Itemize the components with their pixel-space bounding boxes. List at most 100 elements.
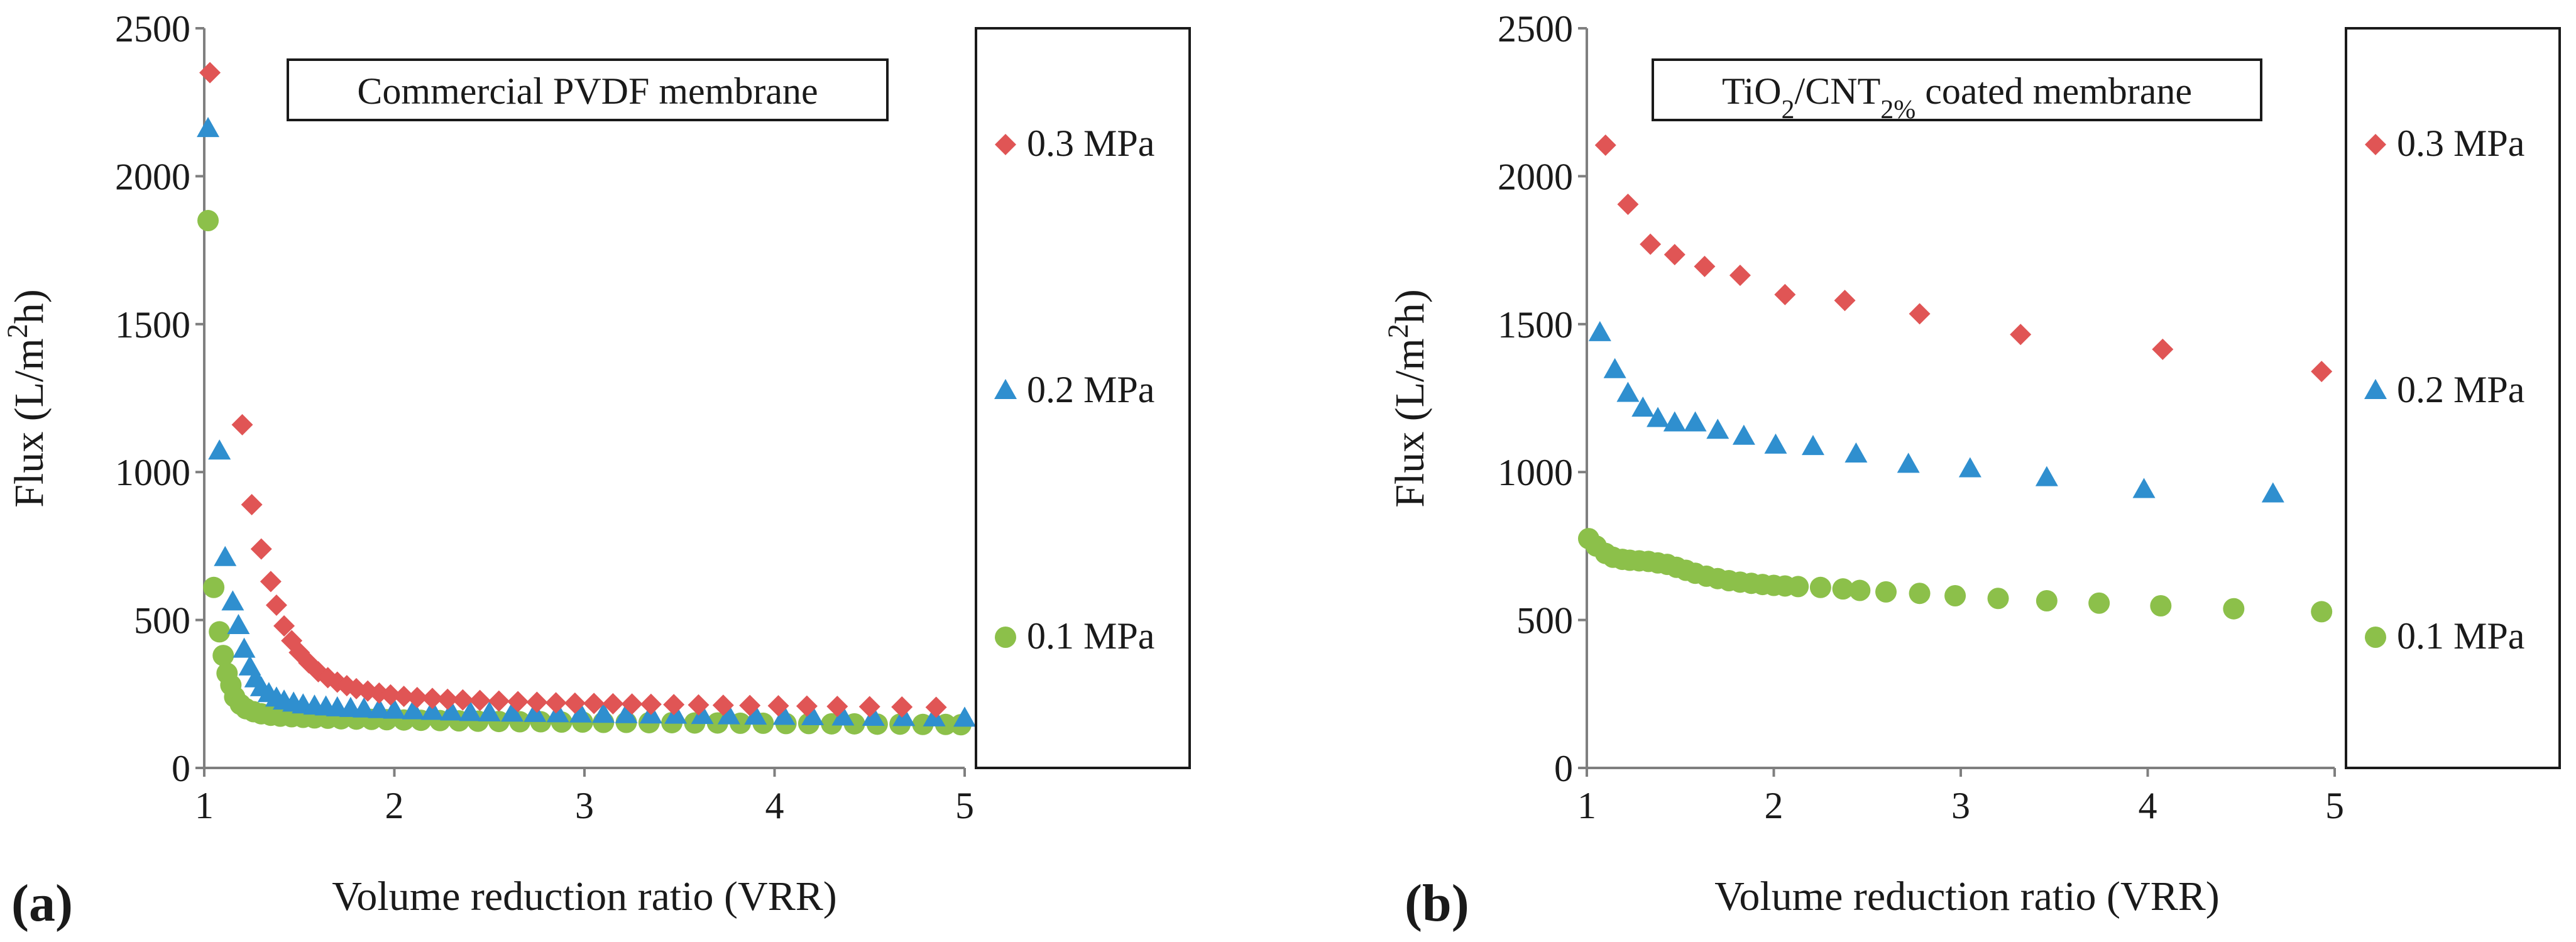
data-point <box>1897 452 1920 473</box>
data-point <box>507 691 529 713</box>
plot-area-a: 0 500 1000 1500 2000 2500 1 2 3 4 5 <box>115 8 976 826</box>
data-point <box>197 210 219 232</box>
data-point <box>402 699 425 720</box>
data-point <box>526 691 548 713</box>
x-tick-label: 2 <box>1765 785 1784 826</box>
legend-entries-a: 0.3 MPa 0.2 MPa 0.1 MPa <box>994 123 1154 657</box>
marks-a <box>197 62 976 736</box>
data-point <box>221 590 244 611</box>
data-point <box>1684 411 1707 432</box>
x-tick-label: 3 <box>575 785 594 826</box>
panel-label-b: (b) <box>1405 874 1469 933</box>
data-point <box>1764 433 1787 454</box>
panel-b: (b) 0 500 1000 1500 2000 2500 1 2 3 4 5 Flux (L/m… <box>1382 8 2561 933</box>
data-point <box>739 694 761 716</box>
legend-label: 0.3 MPa <box>2397 123 2524 164</box>
data-point <box>1617 194 1639 216</box>
data-point <box>664 703 688 724</box>
y-tick-label: 2500 <box>1498 8 1573 50</box>
data-point <box>1944 584 1966 606</box>
data-point <box>1631 396 1655 417</box>
data-point <box>469 689 491 711</box>
data-point <box>546 702 569 723</box>
data-point <box>2132 478 2156 498</box>
data-point <box>925 696 947 718</box>
data-point <box>663 694 685 716</box>
data-point <box>1640 233 1662 255</box>
inset-title-frame-a <box>287 58 889 121</box>
data-point <box>1909 303 1931 325</box>
plot-area-b: 0 500 1000 1500 2000 2500 1 2 3 4 5 <box>1498 8 2344 826</box>
data-point <box>1909 583 1931 605</box>
y-axis-title-a: Flux (L/m2h) <box>1 289 53 508</box>
data-point <box>2261 482 2284 503</box>
y-tick-label: 2500 <box>115 8 190 50</box>
data-point <box>1875 581 1897 603</box>
data-point <box>569 702 592 723</box>
data-point <box>406 686 428 708</box>
inset-title-box-b: TiO2/CNT2% coated membrane <box>1652 58 2262 124</box>
y-tick-label: 0 <box>172 748 190 789</box>
data-point <box>1694 255 1716 277</box>
data-point <box>1958 457 1981 478</box>
legend-label: 0.1 MPa <box>1027 615 1154 657</box>
data-point <box>265 594 287 616</box>
data-point <box>717 704 740 725</box>
data-point <box>2150 595 2172 617</box>
series-0-1-mpa <box>197 210 972 736</box>
data-point <box>478 701 501 721</box>
series-0-3-mpa <box>199 62 947 718</box>
y-axis-title-b: Flux (L/m2h) <box>1382 289 1433 508</box>
data-point <box>1663 411 1686 432</box>
data-point <box>744 704 767 725</box>
data-point <box>953 706 976 727</box>
legend-label: 0.3 MPa <box>1027 123 1154 164</box>
panel-label-a: (a) <box>11 874 73 933</box>
data-point <box>1834 290 1856 312</box>
data-point <box>801 705 824 726</box>
data-point <box>583 693 605 715</box>
data-point <box>1849 579 1871 601</box>
data-point <box>602 693 624 715</box>
y-ticks-b: 0 500 1000 1500 2000 2500 <box>1498 8 1587 789</box>
inset-title-frame-b <box>1652 58 2262 121</box>
data-point <box>353 697 376 718</box>
data-point <box>2036 589 2058 611</box>
data-point <box>501 701 524 722</box>
data-point <box>1732 424 1755 445</box>
data-point <box>1987 588 2009 610</box>
data-point <box>203 576 225 598</box>
data-point <box>2311 361 2333 383</box>
y-tick-label: 2000 <box>115 156 190 197</box>
legend-marker <box>2364 379 2387 399</box>
legend-marker <box>2365 134 2386 155</box>
data-point <box>1774 283 1796 305</box>
legend-marker <box>995 134 1016 155</box>
legend-b: 0.3 MPa 0.2 MPa 0.1 MPa <box>2345 27 2561 769</box>
data-point <box>592 703 615 723</box>
inset-title-b: TiO2/CNT2% coated membrane <box>1722 70 2192 124</box>
data-point <box>826 696 848 718</box>
legend-entries-b: 0.3 MPa 0.2 MPa 0.1 MPa <box>2364 123 2524 657</box>
data-point <box>440 700 463 721</box>
data-point <box>1706 419 1729 439</box>
data-point <box>640 693 662 715</box>
legend-a: 0.3 MPa 0.2 MPa 0.1 MPa <box>975 27 1191 769</box>
x-tick-label: 1 <box>195 785 214 826</box>
series-0-2-mpa <box>1588 320 2284 503</box>
legend-marker <box>995 627 1016 648</box>
panel-a: (a) 0 500 1000 1500 2000 2500 1 2 3 4 5 Flux (L/m… <box>1 8 1191 933</box>
x-ticks-a: 1 2 3 4 5 <box>195 768 974 826</box>
legend-label: 0.2 MPa <box>2397 369 2524 410</box>
legend-marker <box>994 379 1017 399</box>
legend-label: 0.2 MPa <box>1027 369 1154 410</box>
data-point <box>712 694 734 716</box>
data-point <box>767 695 789 717</box>
data-point <box>1588 320 1611 341</box>
x-tick-label: 5 <box>2325 785 2344 826</box>
data-point <box>2010 324 2032 346</box>
data-point <box>233 637 256 658</box>
data-point <box>858 696 880 718</box>
x-tick-label: 1 <box>1577 785 1596 826</box>
data-point <box>209 621 231 643</box>
